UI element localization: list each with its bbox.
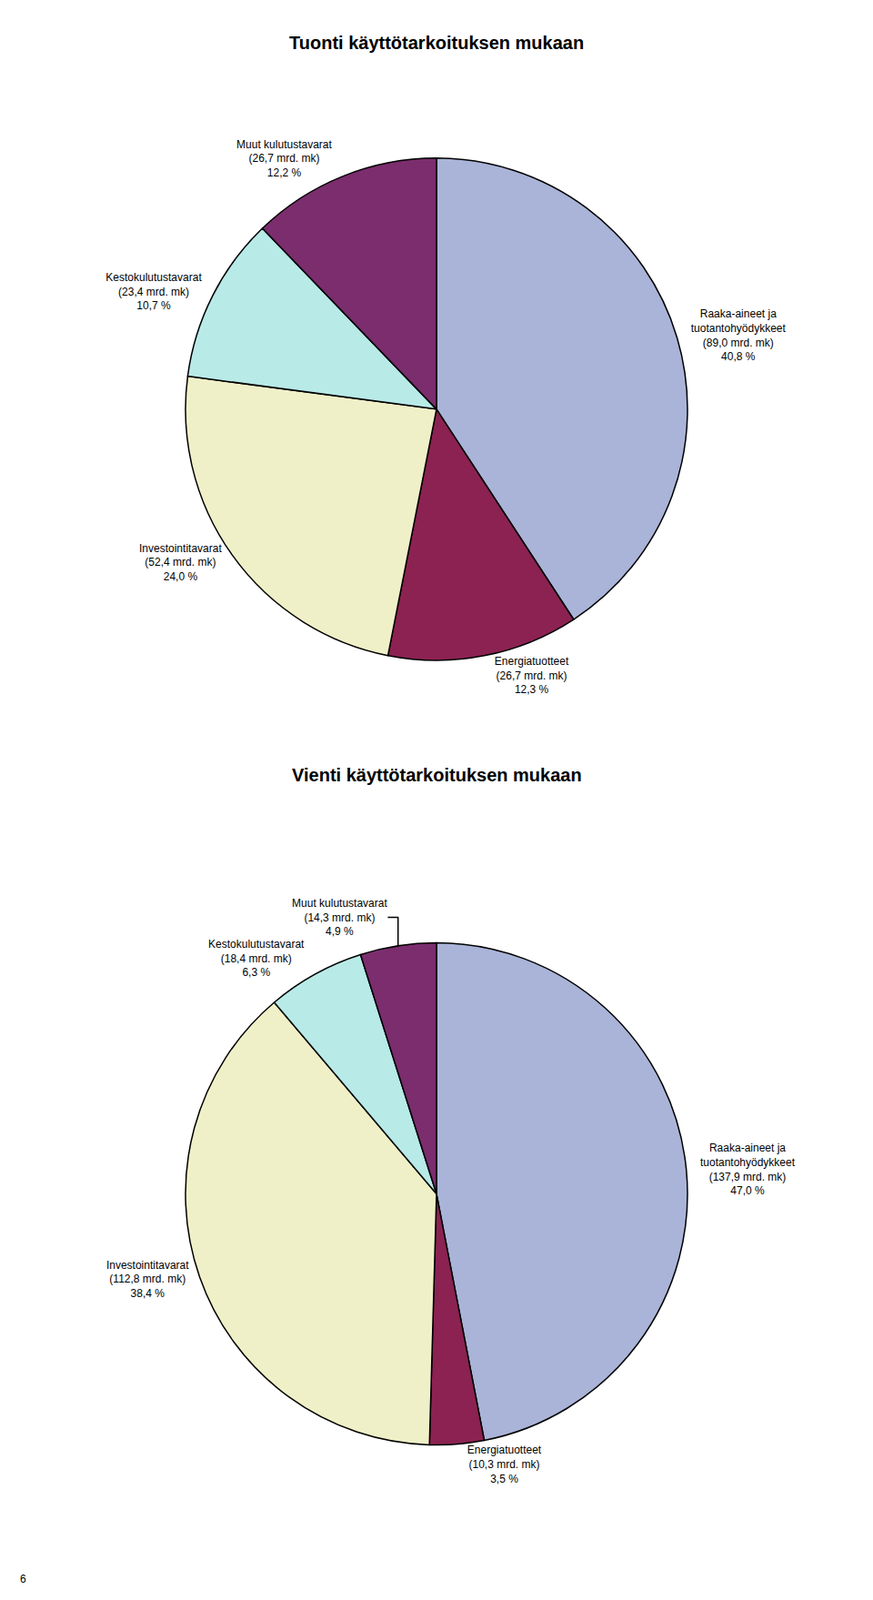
svg-text:Raaka-aineet jatuotantohyödykk: Raaka-aineet jatuotantohyödykkeet(137,9 …: [700, 1141, 796, 1197]
svg-text:Energiatuotteet(10,3 mrd. mk)3: Energiatuotteet(10,3 mrd. mk)3,5 %: [467, 1443, 542, 1485]
svg-text:Investointitavarat(52,4 mrd. m: Investointitavarat(52,4 mrd. mk)24,0 %: [139, 541, 222, 583]
svg-text:Muut kulutustavarat(14,3 mrd.: Muut kulutustavarat(14,3 mrd. mk)4,9 %: [291, 896, 388, 938]
svg-text:Kestokulutustavarat(23,4 mrd.: Kestokulutustavarat(23,4 mrd. mk)10,7 %: [105, 270, 202, 312]
svg-text:Tuonti käyttötarkoituksen muka: Tuonti käyttötarkoituksen mukaan: [289, 32, 584, 53]
svg-text:Investointitavarat(112,8 mrd.: Investointitavarat(112,8 mrd. mk)38,4 %: [106, 1258, 190, 1300]
svg-text:Raaka-aineet jatuotantohyödykk: Raaka-aineet jatuotantohyödykkeet(89,0 m…: [691, 307, 787, 363]
svg-text:Muut kulutustavarat(26,7 mrd.: Muut kulutustavarat(26,7 mrd. mk)12,2 %: [236, 138, 332, 180]
svg-text:Vienti käyttötarkoituksen muka: Vienti käyttötarkoituksen mukaan: [291, 764, 582, 785]
svg-text:Kestokulutustavarat(18,4 mrd.: Kestokulutustavarat(18,4 mrd. mk)6,3 %: [208, 937, 305, 979]
svg-text:Energiatuotteet(26,7 mrd. mk)1: Energiatuotteet(26,7 mrd. mk)12,3 %: [494, 654, 570, 696]
svg-text:6: 6: [20, 1572, 27, 1586]
